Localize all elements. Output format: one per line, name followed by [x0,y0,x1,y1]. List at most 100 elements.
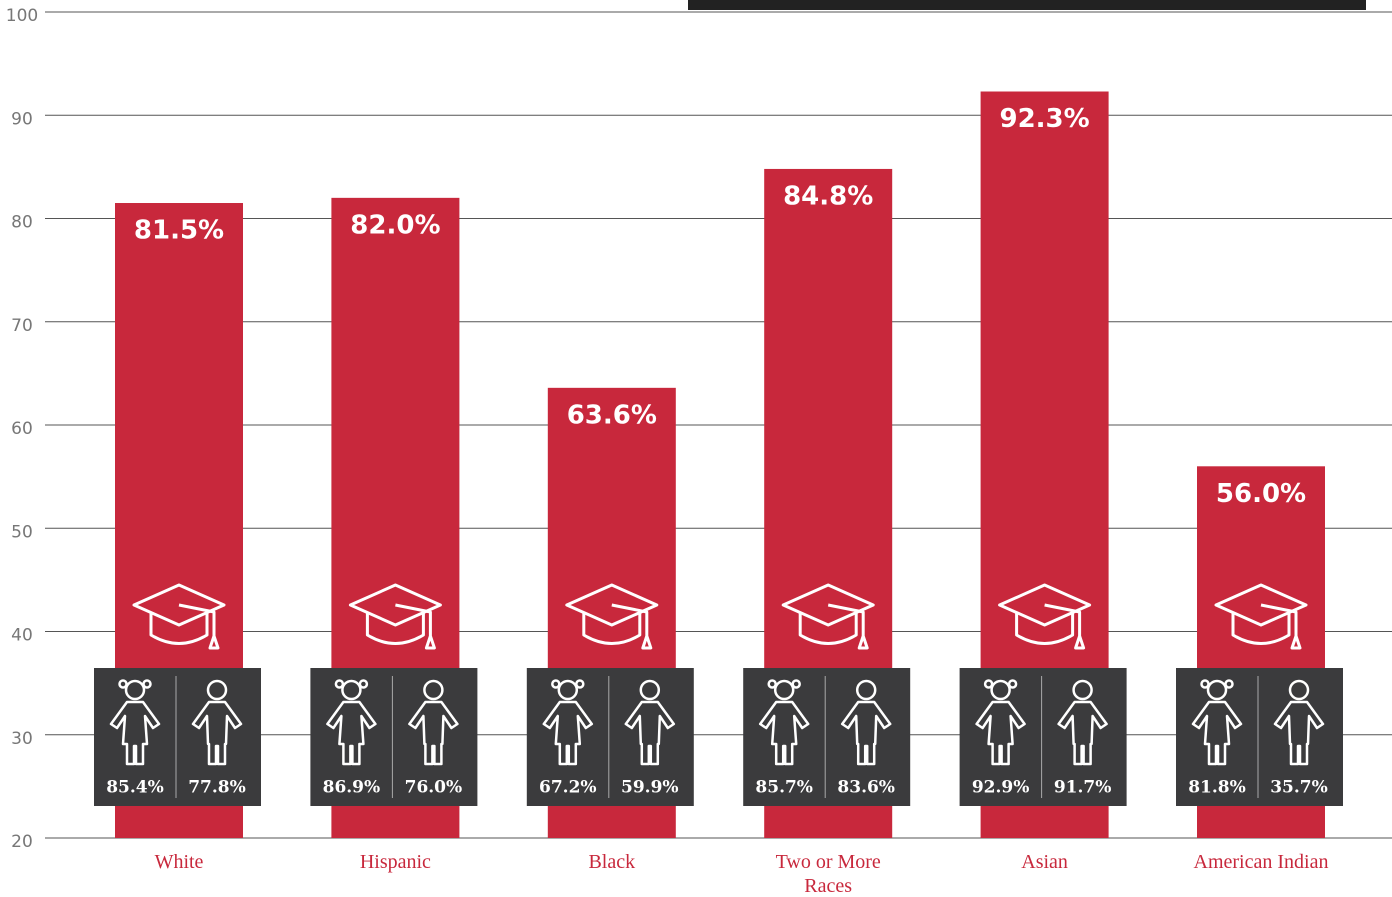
head [423,679,444,701]
cap-icon [365,613,425,645]
subgroup-label: 86.9% [323,778,381,798]
stats-box [959,668,1127,806]
cap-icon [178,603,220,650]
cap-icon [998,583,1092,627]
x-tick-label: Two or More Races [775,851,881,897]
y-tick-label: 30 [11,729,33,749]
hair [551,679,561,689]
y-tick-label: 60 [11,419,33,439]
photo-edge [688,0,1366,10]
cap-icon [582,613,642,645]
cap-icon [348,583,442,627]
head [341,679,362,701]
value-label: 56.0% [1216,479,1306,509]
value-label: 82.0% [350,210,440,240]
cap-icon [1044,603,1086,650]
cap-icon [1231,613,1291,645]
head [206,679,228,701]
head [1206,679,1228,701]
head [639,679,661,701]
body [1057,700,1108,766]
cap-icon [395,603,436,650]
hair [1007,679,1018,689]
x-tick-label: Asian [1021,851,1068,873]
y-tick-label: 50 [11,522,33,542]
y-tick-label: 100 [6,6,38,26]
hair [791,679,801,689]
boy-icon [1273,679,1325,766]
hair [983,679,994,689]
x-tick-label: White [154,851,204,873]
hair [767,679,777,689]
subgroup-label: 76.0% [405,778,463,798]
body [109,700,161,766]
y-tick-label: 40 [11,626,33,646]
body [840,700,892,766]
girl-icon [326,679,377,766]
cap-icon [565,583,659,627]
head [124,679,146,701]
x-tick-label: American Indian [1193,851,1329,873]
subgroup-label: 92.9% [972,778,1030,798]
girl-icon [542,679,594,766]
icon-group [565,583,659,650]
boy-icon [191,679,243,766]
body [975,700,1026,766]
girl-icon [975,679,1026,766]
subgroup-label: 35.7% [1270,778,1328,798]
y-tick-label: 20 [11,832,33,852]
subgroup-label: 85.7% [755,778,813,798]
head [1288,679,1310,701]
cap-icon [827,603,869,650]
cap-icon [132,583,226,627]
head [773,679,795,701]
body [1191,700,1243,766]
x-tick-label: Hispanic [359,851,431,873]
head [855,679,877,701]
cap-icon [781,583,875,627]
icon-group [348,583,442,650]
icon-group [781,583,875,650]
hair [142,679,152,689]
head [1072,679,1093,701]
body [542,700,594,766]
girl-icon [1191,679,1243,766]
cap-icon [1015,613,1075,645]
girl-icon [758,679,810,766]
stats-box [1176,668,1343,806]
body [758,700,810,766]
head [990,679,1011,701]
boy-icon [408,679,459,766]
girl-icon [109,679,161,766]
subgroup-label: 83.6% [837,778,895,798]
subgroup-label: 59.9% [621,778,679,798]
subgroup-label: 85.4% [106,778,164,798]
subgroup-label: 77.8% [188,778,246,798]
stats-box [526,668,694,806]
subgroup-label: 91.7% [1054,778,1112,798]
x-tick-label: Black [588,851,636,873]
subgroup-label: 67.2% [539,778,597,798]
hair [334,679,345,689]
hair [358,679,369,689]
head [557,679,579,701]
boy-icon [624,679,676,766]
value-label: 84.8% [783,181,873,211]
subgroup-label: 81.8% [1188,778,1246,798]
hair [118,679,128,689]
icon-group [1214,583,1308,650]
y-tick-label: 90 [11,109,33,129]
stats-box [743,668,911,806]
icon-group [132,583,226,650]
cap-icon [798,613,858,645]
stats-box [94,668,261,806]
hair [1200,679,1210,689]
cap-icon [1214,583,1308,627]
stats-box [310,668,478,806]
boy-icon [840,679,892,766]
body [326,700,377,766]
body [1273,700,1325,766]
icon-group [998,583,1092,650]
